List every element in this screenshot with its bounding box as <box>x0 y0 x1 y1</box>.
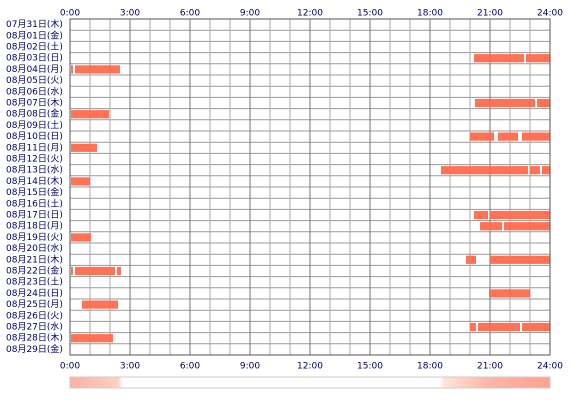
row-label: 08月10日(日) <box>6 131 63 142</box>
row-label: 08月24日(日) <box>6 288 63 299</box>
x-tick-label: 15:00 <box>357 9 383 19</box>
x-tick-label: 24:00 <box>537 9 563 19</box>
sleep-bar <box>71 110 109 119</box>
row-label: 08月27日(水) <box>6 321 63 333</box>
plot-border <box>69 18 551 356</box>
sleep-bar <box>117 266 121 276</box>
x-tick-label: 12:00 <box>297 9 323 19</box>
sleep-bar <box>490 210 550 220</box>
row-label: 08月15日(金) <box>6 186 63 198</box>
x-tick-label-bottom: 6:00 <box>180 362 200 372</box>
sleep-bar <box>542 166 550 175</box>
row-label: 08月22日(金) <box>6 265 63 277</box>
x-tick-label-bottom: 0:00 <box>60 362 80 372</box>
row-label: 08月14日(木) <box>6 175 63 187</box>
row-label: 08月01日(金) <box>6 29 63 41</box>
row-label: 08月06日(水) <box>6 85 63 97</box>
sleep-bar <box>522 132 550 141</box>
row-label: 08月18日(月) <box>6 221 63 232</box>
row-label: 08月29日(金) <box>6 343 63 355</box>
x-tick-label: 0:00 <box>60 9 80 19</box>
sleep-bar <box>71 177 90 186</box>
sleep-bar <box>498 132 518 141</box>
row-label: 08月04日(月) <box>6 64 63 75</box>
x-tick-label-bottom: 9:00 <box>240 362 260 372</box>
row-label: 08月12日(火) <box>6 154 63 165</box>
sleep-bar <box>441 166 528 175</box>
row-label: 08月16日(土) <box>6 197 63 209</box>
row-label: 08月02日(土) <box>6 41 63 53</box>
x-tick-label: 9:00 <box>240 9 260 19</box>
row-label: 08月17日(日) <box>6 210 63 221</box>
x-tick-label: 21:00 <box>477 9 503 19</box>
row-label: 08月13日(水) <box>6 164 63 176</box>
sleep-bar <box>475 98 535 108</box>
row-label: 08月25日(月) <box>6 299 63 310</box>
sleep-bar <box>474 210 488 220</box>
row-label: 08月20日(水) <box>6 242 63 254</box>
row-label: 08月28日(木) <box>6 332 63 344</box>
x-tick-label-bottom: 12:00 <box>297 362 323 372</box>
row-label: 08月26日(火) <box>6 310 63 321</box>
sleep-bar <box>474 54 524 63</box>
sleep-bar <box>490 255 550 264</box>
sleep-bar <box>522 322 550 332</box>
sleep-bar <box>537 98 550 108</box>
row-label: 08月03日(日) <box>6 53 63 64</box>
sleep-bar <box>530 166 540 175</box>
row-label: 08月08日(金) <box>6 108 63 120</box>
sleep-bar <box>71 65 73 74</box>
row-label: 08月09日(土) <box>6 119 63 131</box>
x-tick-label-bottom: 3:00 <box>120 362 140 372</box>
sleep-bar <box>71 334 113 343</box>
row-label: 08月21日(木) <box>6 253 63 265</box>
row-label: 08月05日(火) <box>6 75 63 86</box>
row-label: 07月31日(木) <box>6 18 63 30</box>
sleep-bar <box>75 65 120 74</box>
sleep-bar <box>71 143 97 152</box>
sleep-bar <box>71 266 73 276</box>
sleep-bar <box>82 300 118 309</box>
sleep-bar <box>470 322 476 332</box>
sleep-bar <box>478 322 520 332</box>
row-label: 08月11日(月) <box>6 142 63 153</box>
x-tick-label-bottom: 15:00 <box>357 362 383 372</box>
row-label: 08月23日(土) <box>6 276 63 288</box>
x-tick-label: 3:00 <box>120 9 140 19</box>
x-tick-label: 6:00 <box>180 9 200 19</box>
x-tick-label-bottom: 18:00 <box>417 362 443 372</box>
row-label: 08月07日(木) <box>6 97 63 109</box>
sleep-bar <box>470 132 494 141</box>
sleep-bar <box>466 255 476 264</box>
x-tick-label: 18:00 <box>417 9 443 19</box>
sleep-bar <box>489 289 530 298</box>
sleep-bar <box>526 54 550 63</box>
sleep-bar <box>480 222 502 231</box>
density-strip <box>69 376 551 389</box>
sleep-bar <box>71 233 91 242</box>
sleep-bar <box>75 266 115 276</box>
sleep-bar <box>504 222 550 231</box>
row-label: 08月19日(火) <box>6 232 63 243</box>
x-tick-label-bottom: 24:00 <box>537 362 563 372</box>
x-tick-label-bottom: 21:00 <box>477 362 503 372</box>
